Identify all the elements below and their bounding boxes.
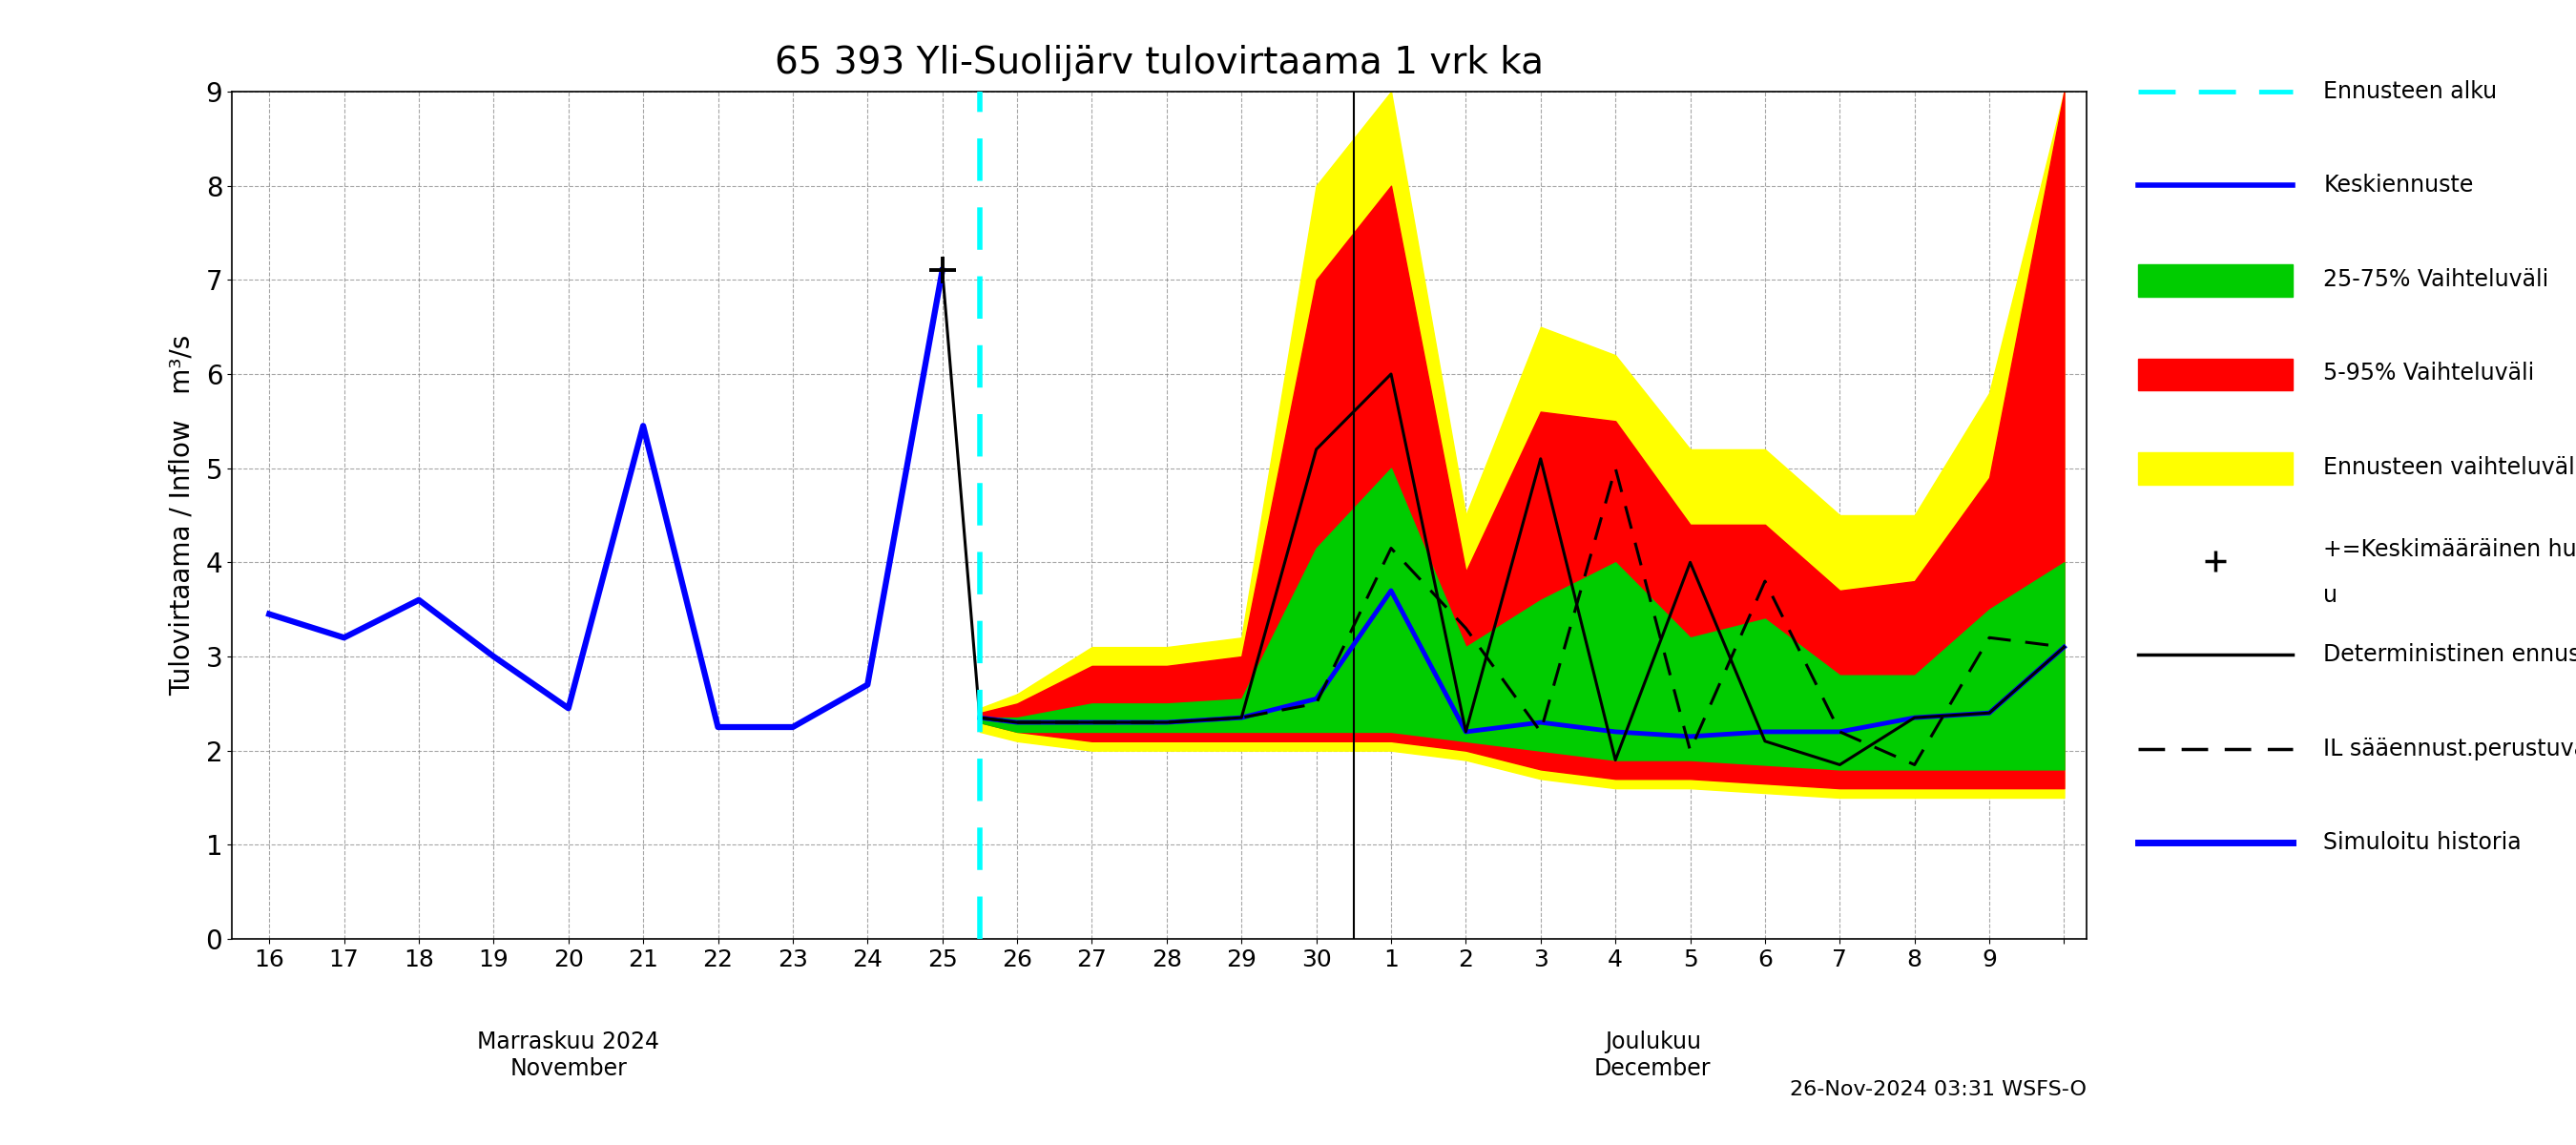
Text: Simuloitu historia: Simuloitu historia: [2324, 831, 2522, 854]
Y-axis label: Tulovirtaama / Inflow   m³/s: Tulovirtaama / Inflow m³/s: [167, 334, 196, 696]
Text: Deterministinen ennuste: Deterministinen ennuste: [2324, 643, 2576, 666]
Text: Joulukuu
December: Joulukuu December: [1595, 1030, 1710, 1080]
Text: Marraskuu 2024
November: Marraskuu 2024 November: [477, 1030, 659, 1080]
Text: +=Keskimääräinen huippu: +=Keskimääräinen huippu: [2324, 538, 2576, 561]
Text: 25-75% Vaihteluväli: 25-75% Vaihteluväli: [2324, 268, 2548, 291]
Text: 26-Nov-2024 03:31 WSFS-O: 26-Nov-2024 03:31 WSFS-O: [1790, 1080, 2087, 1099]
Text: 5-95% Vaihteluväli: 5-95% Vaihteluväli: [2324, 362, 2535, 385]
Title: 65 393 Yli-Suolijärv tulovirtaama 1 vrk ka: 65 393 Yli-Suolijärv tulovirtaama 1 vrk …: [775, 45, 1543, 80]
Text: IL sääennust.perustuva: IL sääennust.perustuva: [2324, 737, 2576, 760]
Text: Ennusteen vaihteluväli: Ennusteen vaihteluväli: [2324, 456, 2576, 479]
Text: u: u: [2324, 584, 2339, 607]
Text: Ennusteen alku: Ennusteen alku: [2324, 80, 2496, 103]
Text: Keskiennuste: Keskiennuste: [2324, 174, 2473, 197]
